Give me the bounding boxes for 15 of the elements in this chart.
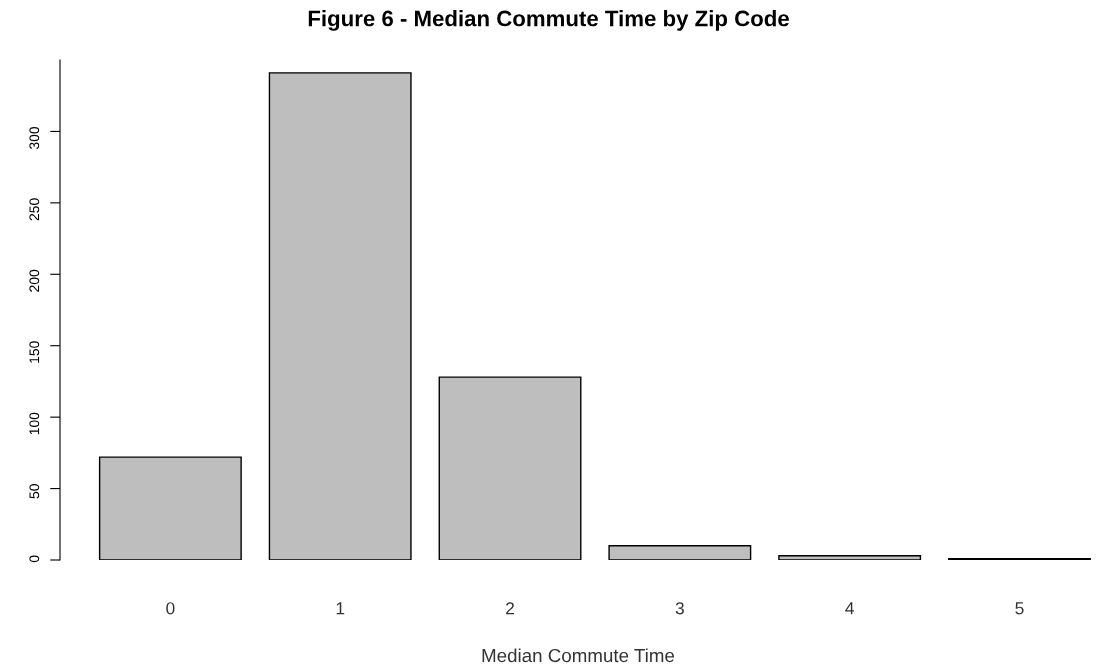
x-tick-label: 1 <box>336 602 345 615</box>
y-tick-label: 300 <box>29 126 40 150</box>
x-axis-title: Median Commute Time <box>482 648 675 663</box>
chart-title: Figure 6 - Median Commute Time by Zip Code <box>308 10 789 31</box>
y-tick-label: 0 <box>29 555 40 563</box>
y-tick-label: 250 <box>29 198 40 221</box>
y-tick-label: 50 <box>29 484 40 499</box>
x-tick-label: 0 <box>166 602 175 615</box>
x-tick-label: 3 <box>675 602 684 615</box>
x-tick-label: 2 <box>506 602 514 615</box>
x-tick-label: 5 <box>1015 602 1024 615</box>
x-tick-label: 4 <box>845 602 854 615</box>
y-tick-label: 150 <box>29 341 40 363</box>
y-tick-label: 200 <box>29 269 40 292</box>
y-tick-label: 100 <box>29 412 40 435</box>
